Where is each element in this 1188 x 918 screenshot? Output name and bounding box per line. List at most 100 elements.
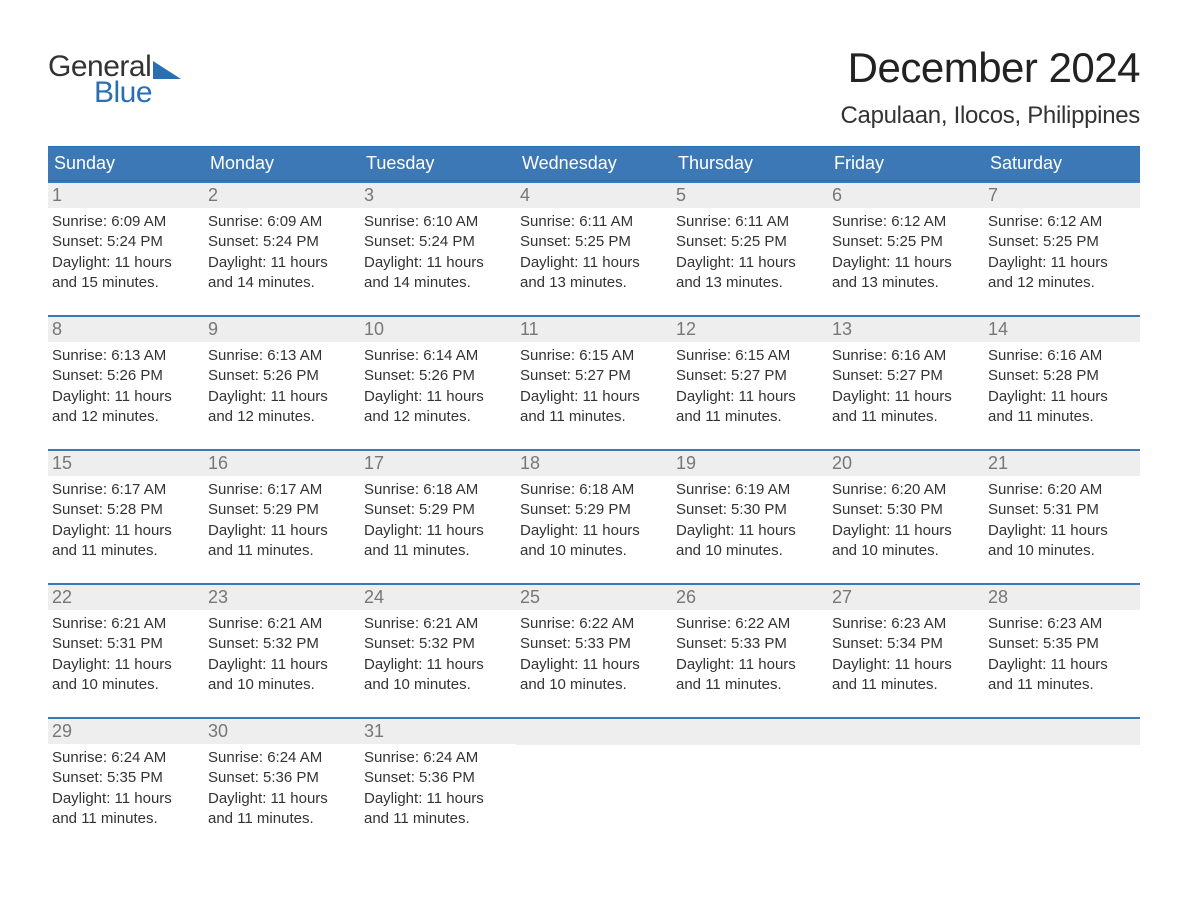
day-sunrise: Sunrise: 6:12 AM bbox=[832, 212, 980, 232]
day-number-row: 6 bbox=[828, 183, 984, 208]
day-number: 30 bbox=[208, 721, 228, 741]
day-sunset: Sunset: 5:35 PM bbox=[988, 634, 1136, 654]
day-daylight2: and 12 minutes. bbox=[52, 407, 200, 427]
day-sunset: Sunset: 5:27 PM bbox=[832, 366, 980, 386]
day-daylight1: Daylight: 11 hours bbox=[520, 521, 668, 541]
day-sunset: Sunset: 5:34 PM bbox=[832, 634, 980, 654]
day-sunset: Sunset: 5:29 PM bbox=[364, 500, 512, 520]
day-daylight1: Daylight: 11 hours bbox=[52, 253, 200, 273]
weeks-container: 1Sunrise: 6:09 AMSunset: 5:24 PMDaylight… bbox=[48, 181, 1140, 835]
day-number: 24 bbox=[364, 587, 384, 607]
day-body: Sunrise: 6:22 AMSunset: 5:33 PMDaylight:… bbox=[516, 610, 672, 701]
calendar-day: 4Sunrise: 6:11 AMSunset: 5:25 PMDaylight… bbox=[516, 183, 672, 299]
day-daylight2: and 12 minutes. bbox=[208, 407, 356, 427]
day-sunset: Sunset: 5:31 PM bbox=[988, 500, 1136, 520]
day-daylight2: and 10 minutes. bbox=[208, 675, 356, 695]
day-number-row: 25 bbox=[516, 585, 672, 610]
day-body: Sunrise: 6:21 AMSunset: 5:32 PMDaylight:… bbox=[204, 610, 360, 701]
day-body: Sunrise: 6:16 AMSunset: 5:28 PMDaylight:… bbox=[984, 342, 1140, 433]
day-number-row: 22 bbox=[48, 585, 204, 610]
day-daylight1: Daylight: 11 hours bbox=[988, 521, 1136, 541]
day-daylight1: Daylight: 11 hours bbox=[832, 655, 980, 675]
day-daylight1: Daylight: 11 hours bbox=[52, 521, 200, 541]
day-number: 10 bbox=[364, 319, 384, 339]
day-number: 17 bbox=[364, 453, 384, 473]
day-sunrise: Sunrise: 6:13 AM bbox=[52, 346, 200, 366]
day-daylight2: and 11 minutes. bbox=[52, 541, 200, 561]
calendar-day: 15Sunrise: 6:17 AMSunset: 5:28 PMDayligh… bbox=[48, 451, 204, 567]
day-sunset: Sunset: 5:36 PM bbox=[364, 768, 512, 788]
day-body: Sunrise: 6:11 AMSunset: 5:25 PMDaylight:… bbox=[516, 208, 672, 299]
calendar-day: 27Sunrise: 6:23 AMSunset: 5:34 PMDayligh… bbox=[828, 585, 984, 701]
calendar-week: 15Sunrise: 6:17 AMSunset: 5:28 PMDayligh… bbox=[48, 449, 1140, 567]
day-daylight2: and 10 minutes. bbox=[988, 541, 1136, 561]
day-number-row: 7 bbox=[984, 183, 1140, 208]
day-sunrise: Sunrise: 6:16 AM bbox=[832, 346, 980, 366]
day-sunrise: Sunrise: 6:13 AM bbox=[208, 346, 356, 366]
day-daylight1: Daylight: 11 hours bbox=[208, 253, 356, 273]
day-sunset: Sunset: 5:27 PM bbox=[676, 366, 824, 386]
calendar-day: 24Sunrise: 6:21 AMSunset: 5:32 PMDayligh… bbox=[360, 585, 516, 701]
day-sunset: Sunset: 5:33 PM bbox=[676, 634, 824, 654]
day-number-row: 13 bbox=[828, 317, 984, 342]
dow-sunday: Sunday bbox=[48, 147, 204, 180]
logo-text-blue: Blue bbox=[94, 78, 181, 108]
day-daylight2: and 12 minutes. bbox=[988, 273, 1136, 293]
calendar-day: 7Sunrise: 6:12 AMSunset: 5:25 PMDaylight… bbox=[984, 183, 1140, 299]
dow-friday: Friday bbox=[828, 147, 984, 180]
day-number-row bbox=[828, 719, 984, 745]
brand-logo: General Blue bbox=[48, 44, 181, 108]
calendar-day: 8Sunrise: 6:13 AMSunset: 5:26 PMDaylight… bbox=[48, 317, 204, 433]
day-number-row: 5 bbox=[672, 183, 828, 208]
day-daylight1: Daylight: 11 hours bbox=[208, 521, 356, 541]
day-sunset: Sunset: 5:33 PM bbox=[520, 634, 668, 654]
day-number: 13 bbox=[832, 319, 852, 339]
calendar-day: 20Sunrise: 6:20 AMSunset: 5:30 PMDayligh… bbox=[828, 451, 984, 567]
day-sunset: Sunset: 5:26 PM bbox=[364, 366, 512, 386]
day-sunset: Sunset: 5:27 PM bbox=[520, 366, 668, 386]
day-daylight2: and 11 minutes. bbox=[52, 809, 200, 829]
day-number-row: 4 bbox=[516, 183, 672, 208]
day-sunrise: Sunrise: 6:24 AM bbox=[208, 748, 356, 768]
day-daylight1: Daylight: 11 hours bbox=[832, 253, 980, 273]
calendar-day: 19Sunrise: 6:19 AMSunset: 5:30 PMDayligh… bbox=[672, 451, 828, 567]
calendar-day: 16Sunrise: 6:17 AMSunset: 5:29 PMDayligh… bbox=[204, 451, 360, 567]
day-daylight1: Daylight: 11 hours bbox=[364, 789, 512, 809]
day-sunrise: Sunrise: 6:17 AM bbox=[208, 480, 356, 500]
day-number-row: 26 bbox=[672, 585, 828, 610]
logo-triangle-icon bbox=[153, 61, 181, 79]
day-sunset: Sunset: 5:29 PM bbox=[208, 500, 356, 520]
day-number-row: 10 bbox=[360, 317, 516, 342]
day-daylight1: Daylight: 11 hours bbox=[52, 387, 200, 407]
day-sunrise: Sunrise: 6:18 AM bbox=[520, 480, 668, 500]
calendar-day: 25Sunrise: 6:22 AMSunset: 5:33 PMDayligh… bbox=[516, 585, 672, 701]
day-daylight2: and 10 minutes. bbox=[520, 675, 668, 695]
day-body: Sunrise: 6:16 AMSunset: 5:27 PMDaylight:… bbox=[828, 342, 984, 433]
day-number-row: 30 bbox=[204, 719, 360, 744]
day-number: 6 bbox=[832, 185, 842, 205]
day-daylight1: Daylight: 11 hours bbox=[988, 387, 1136, 407]
calendar-day: 3Sunrise: 6:10 AMSunset: 5:24 PMDaylight… bbox=[360, 183, 516, 299]
day-number: 27 bbox=[832, 587, 852, 607]
day-daylight1: Daylight: 11 hours bbox=[676, 387, 824, 407]
day-sunrise: Sunrise: 6:11 AM bbox=[676, 212, 824, 232]
calendar-day: 11Sunrise: 6:15 AMSunset: 5:27 PMDayligh… bbox=[516, 317, 672, 433]
day-number: 18 bbox=[520, 453, 540, 473]
day-sunrise: Sunrise: 6:10 AM bbox=[364, 212, 512, 232]
calendar-day: 22Sunrise: 6:21 AMSunset: 5:31 PMDayligh… bbox=[48, 585, 204, 701]
day-number-row: 11 bbox=[516, 317, 672, 342]
day-number-row: 9 bbox=[204, 317, 360, 342]
day-sunset: Sunset: 5:36 PM bbox=[208, 768, 356, 788]
day-sunset: Sunset: 5:25 PM bbox=[832, 232, 980, 252]
day-number-row: 24 bbox=[360, 585, 516, 610]
day-daylight2: and 11 minutes. bbox=[832, 675, 980, 695]
day-number-row: 3 bbox=[360, 183, 516, 208]
day-sunset: Sunset: 5:30 PM bbox=[676, 500, 824, 520]
day-number: 14 bbox=[988, 319, 1008, 339]
day-sunset: Sunset: 5:26 PM bbox=[52, 366, 200, 386]
calendar-day bbox=[984, 719, 1140, 835]
day-sunrise: Sunrise: 6:22 AM bbox=[520, 614, 668, 634]
calendar-day: 30Sunrise: 6:24 AMSunset: 5:36 PMDayligh… bbox=[204, 719, 360, 835]
day-number: 28 bbox=[988, 587, 1008, 607]
day-sunrise: Sunrise: 6:21 AM bbox=[52, 614, 200, 634]
